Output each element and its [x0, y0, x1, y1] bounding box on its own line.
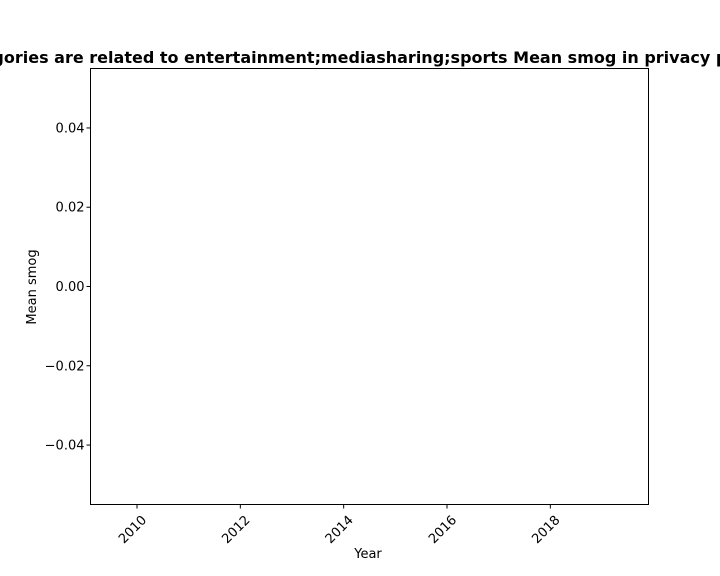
y-tick-label: 0.00 — [56, 280, 85, 295]
y-tick-label: 0.02 — [56, 201, 85, 216]
x-tick-label: 2016 — [426, 513, 460, 547]
chart-title: Categories are related to entertainment;… — [0, 48, 720, 67]
y-tick-label: −0.02 — [45, 359, 85, 374]
x-tick-label: 2018 — [529, 513, 563, 547]
y-axis-label: Mean smog — [25, 249, 40, 324]
x-tick-label: 2014 — [323, 513, 357, 547]
y-tick-label: −0.04 — [45, 439, 85, 454]
x-axis: 2010 2012 2014 2016 2018 — [116, 504, 563, 547]
x-axis-label: Year — [353, 547, 382, 562]
plot-area — [90, 68, 649, 505]
x-tick-label: 2010 — [116, 513, 150, 547]
x-tick-label: 2012 — [219, 513, 253, 547]
y-axis: 0.04 0.02 0.00 −0.02 −0.04 — [45, 121, 91, 454]
y-tick-label: 0.04 — [56, 121, 85, 136]
